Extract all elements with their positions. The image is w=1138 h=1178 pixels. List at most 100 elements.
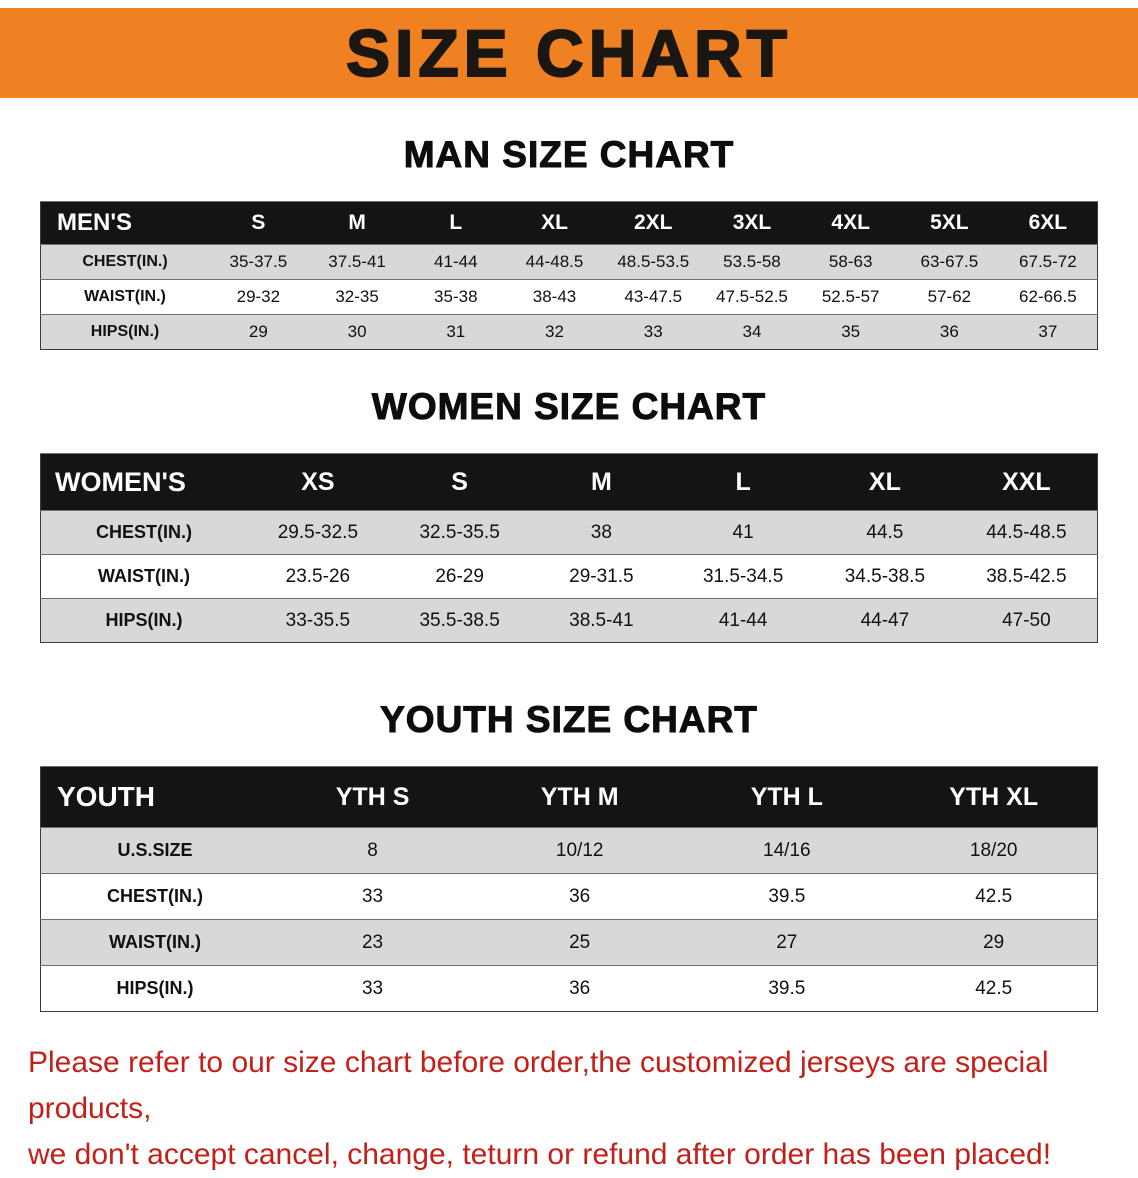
size-header-cell: M	[530, 453, 673, 511]
value-cell: 57-62	[900, 279, 999, 315]
table-title-cell: YOUTH	[40, 766, 269, 828]
value-cell: 62-66.5	[998, 279, 1098, 315]
value-cell: 35	[801, 314, 901, 350]
size-header-cell: S	[209, 201, 308, 245]
measurement-row: HIPS(IN.) 33-35.5 35.5-38.5 38.5-41 41-44 44-…	[40, 598, 1098, 643]
size-chart-page: SIZE CHART MAN SIZE CHART MEN'S S M L XL 2XL 3…	[0, 8, 1138, 1178]
size-header-cell: S	[388, 453, 531, 511]
notice-line-1: Please refer to our size chart before or…	[28, 1046, 1049, 1125]
row-label-cell: HIPS(IN.)	[40, 598, 247, 643]
youth-section: YOUTH SIZE CHART YOUTH YTH S YTH M YTH L YTH…	[0, 699, 1138, 1012]
table-header-row: WOMEN'S XS S M L XL XXL	[40, 453, 1098, 511]
size-header-cell: YTH S	[269, 766, 477, 828]
value-cell: 36	[900, 314, 999, 350]
value-cell: 41-44	[406, 244, 506, 280]
value-cell: 14/16	[683, 827, 891, 874]
size-header-cell: YTH XL	[890, 766, 1098, 828]
notice-line-2: we don't accept cancel, change, teturn o…	[28, 1138, 1052, 1171]
value-cell: 44-47	[814, 598, 956, 643]
size-header-cell: XS	[247, 453, 389, 511]
youth-size-table: YOUTH YTH S YTH M YTH L YTH XL U.S.SIZE 8 10/12…	[40, 766, 1098, 1012]
value-cell: 39.5	[683, 965, 891, 1012]
value-cell: 33-35.5	[247, 598, 389, 643]
value-cell: 44.5	[814, 510, 956, 555]
value-cell: 67.5-72	[998, 244, 1098, 280]
value-cell: 29-31.5	[530, 554, 673, 599]
value-cell: 29.5-32.5	[247, 510, 389, 555]
value-cell: 43-47.5	[603, 279, 703, 315]
measurement-row: WAIST(IN.) 23 25 27 29	[40, 919, 1098, 966]
size-header-cell: XXL	[955, 453, 1098, 511]
row-label-cell: U.S.SIZE	[40, 827, 269, 874]
value-cell: 58-63	[801, 244, 901, 280]
value-cell: 42.5	[890, 965, 1098, 1012]
value-cell: 32.5-35.5	[388, 510, 531, 555]
value-cell: 23	[269, 919, 477, 966]
value-cell: 35.5-38.5	[388, 598, 531, 643]
value-cell: 38.5-42.5	[955, 554, 1098, 599]
value-cell: 32	[505, 314, 604, 350]
value-cell: 31.5-34.5	[672, 554, 814, 599]
size-header-cell: 6XL	[998, 201, 1098, 245]
men-size-table: MEN'S S M L XL 2XL 3XL 4XL 5XL 6XL CHEST(IN.) 35-37…	[40, 201, 1098, 350]
value-cell: 30	[307, 314, 407, 350]
measurement-row: CHEST(IN.) 35-37.5 37.5-41 41-44 44-48.5 48.5…	[40, 244, 1098, 280]
value-cell: 32-35	[307, 279, 407, 315]
value-cell: 29	[890, 919, 1098, 966]
value-cell: 25	[476, 919, 684, 966]
row-label-cell: CHEST(IN.)	[40, 510, 247, 555]
measurement-row: CHEST(IN.) 29.5-32.5 32.5-35.5 38 41 44.5 44.5…	[40, 510, 1098, 555]
row-label-cell: WAIST(IN.)	[40, 554, 247, 599]
value-cell: 29-32	[209, 279, 308, 315]
measurement-row: HIPS(IN.) 29 30 31 32 33 34 35 36 37	[40, 314, 1098, 350]
value-cell: 53.5-58	[702, 244, 802, 280]
size-header-cell: 3XL	[702, 201, 802, 245]
women-size-table: WOMEN'S XS S M L XL XXL CHEST(IN.) 29.5-32.5 32.5…	[40, 453, 1098, 643]
value-cell: 34	[702, 314, 802, 350]
value-cell: 33	[269, 965, 477, 1012]
table-header-row: YOUTH YTH S YTH M YTH L YTH XL	[40, 766, 1098, 828]
measurement-row: WAIST(IN.) 23.5-26 26-29 29-31.5 31.5-34.5 34…	[40, 554, 1098, 599]
row-label-cell: WAIST(IN.)	[40, 279, 209, 315]
banner: SIZE CHART	[0, 8, 1138, 98]
value-cell: 33	[603, 314, 703, 350]
size-header-cell: XL	[505, 201, 604, 245]
women-section-heading: WOMEN SIZE CHART	[371, 386, 767, 428]
value-cell: 41	[672, 510, 814, 555]
measurement-row: U.S.SIZE 8 10/12 14/16 18/20	[40, 827, 1098, 874]
value-cell: 31	[406, 314, 506, 350]
value-cell: 36	[476, 965, 684, 1012]
table-title-cell: MEN'S	[40, 201, 209, 245]
size-header-cell: YTH L	[683, 766, 891, 828]
row-label-cell: CHEST(IN.)	[40, 873, 269, 920]
value-cell: 39.5	[683, 873, 891, 920]
men-section: MAN SIZE CHART MEN'S S M L XL 2XL 3XL 4XL 5XL 6XL…	[0, 134, 1138, 350]
value-cell: 29	[209, 314, 308, 350]
page-title: SIZE CHART	[345, 15, 792, 91]
value-cell: 10/12	[476, 827, 684, 874]
table-header-row: MEN'S S M L XL 2XL 3XL 4XL 5XL 6XL	[40, 201, 1098, 245]
value-cell: 23.5-26	[247, 554, 389, 599]
size-header-cell: 5XL	[900, 201, 999, 245]
value-cell: 44-48.5	[505, 244, 604, 280]
value-cell: 26-29	[388, 554, 531, 599]
table-title-cell: WOMEN'S	[40, 453, 247, 511]
value-cell: 8	[269, 827, 477, 874]
measurement-row: CHEST(IN.) 33 36 39.5 42.5	[40, 873, 1098, 920]
value-cell: 42.5	[890, 873, 1098, 920]
value-cell: 47.5-52.5	[702, 279, 802, 315]
value-cell: 35-38	[406, 279, 506, 315]
size-header-cell: M	[307, 201, 407, 245]
order-notice: Please refer to our size chart before or…	[0, 1040, 1138, 1178]
row-label-cell: HIPS(IN.)	[40, 314, 209, 350]
size-header-cell: YTH M	[476, 766, 684, 828]
value-cell: 18/20	[890, 827, 1098, 874]
value-cell: 47-50	[955, 598, 1098, 643]
size-header-cell: L	[672, 453, 814, 511]
size-header-cell: 4XL	[801, 201, 901, 245]
measurement-row: HIPS(IN.) 33 36 39.5 42.5	[40, 965, 1098, 1012]
row-label-cell: HIPS(IN.)	[40, 965, 269, 1012]
value-cell: 34.5-38.5	[814, 554, 956, 599]
value-cell: 44.5-48.5	[955, 510, 1098, 555]
measurement-row: WAIST(IN.) 29-32 32-35 35-38 38-43 43-47.5 47.…	[40, 279, 1098, 315]
